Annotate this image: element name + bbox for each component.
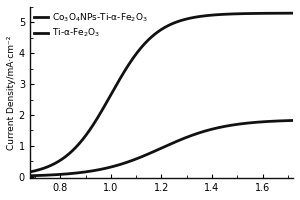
Line: Co$_3$O$_4$NPs-Ti-α-Fe$_2$O$_3$: Co$_3$O$_4$NPs-Ti-α-Fe$_2$O$_3$ <box>30 13 293 172</box>
Co$_3$O$_4$NPs-Ti-α-Fe$_2$O$_3$ <box>144 41 148 44</box>
Y-axis label: Current Density/mA·cm⁻²: Current Density/mA·cm⁻² <box>7 35 16 150</box>
Ti-α-Fe$_2$O$_3$ <box>55 173 58 176</box>
Co$_3$O$_4$NPs-Ti-α-Fe$_2$O$_3$ <box>28 171 31 173</box>
Co$_3$O$_4$NPs-Ti-α-Fe$_2$O$_3$ <box>55 161 58 164</box>
Co$_3$O$_4$NPs-Ti-α-Fe$_2$O$_3$ <box>134 53 138 55</box>
Ti-α-Fe$_2$O$_3$ <box>144 154 148 156</box>
Ti-α-Fe$_2$O$_3$ <box>238 123 242 125</box>
Co$_3$O$_4$NPs-Ti-α-Fe$_2$O$_3$ <box>209 14 212 16</box>
Co$_3$O$_4$NPs-Ti-α-Fe$_2$O$_3$ <box>291 12 295 14</box>
Co$_3$O$_4$NPs-Ti-α-Fe$_2$O$_3$ <box>238 13 242 15</box>
Legend: Co$_3$O$_4$NPs-Ti-α-Fe$_2$O$_3$, Ti-α-Fe$_2$O$_3$: Co$_3$O$_4$NPs-Ti-α-Fe$_2$O$_3$, Ti-α-Fe… <box>32 10 149 41</box>
Co$_3$O$_4$NPs-Ti-α-Fe$_2$O$_3$ <box>233 13 237 15</box>
Ti-α-Fe$_2$O$_3$ <box>291 119 295 122</box>
Ti-α-Fe$_2$O$_3$ <box>134 158 138 160</box>
Ti-α-Fe$_2$O$_3$ <box>233 123 237 126</box>
Line: Ti-α-Fe$_2$O$_3$: Ti-α-Fe$_2$O$_3$ <box>30 120 293 176</box>
Ti-α-Fe$_2$O$_3$ <box>209 128 212 131</box>
Ti-α-Fe$_2$O$_3$ <box>28 175 31 177</box>
